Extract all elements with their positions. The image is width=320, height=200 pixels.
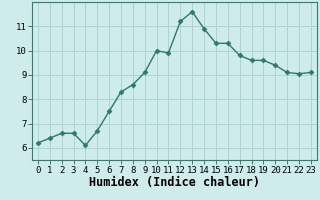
X-axis label: Humidex (Indice chaleur): Humidex (Indice chaleur) — [89, 176, 260, 189]
